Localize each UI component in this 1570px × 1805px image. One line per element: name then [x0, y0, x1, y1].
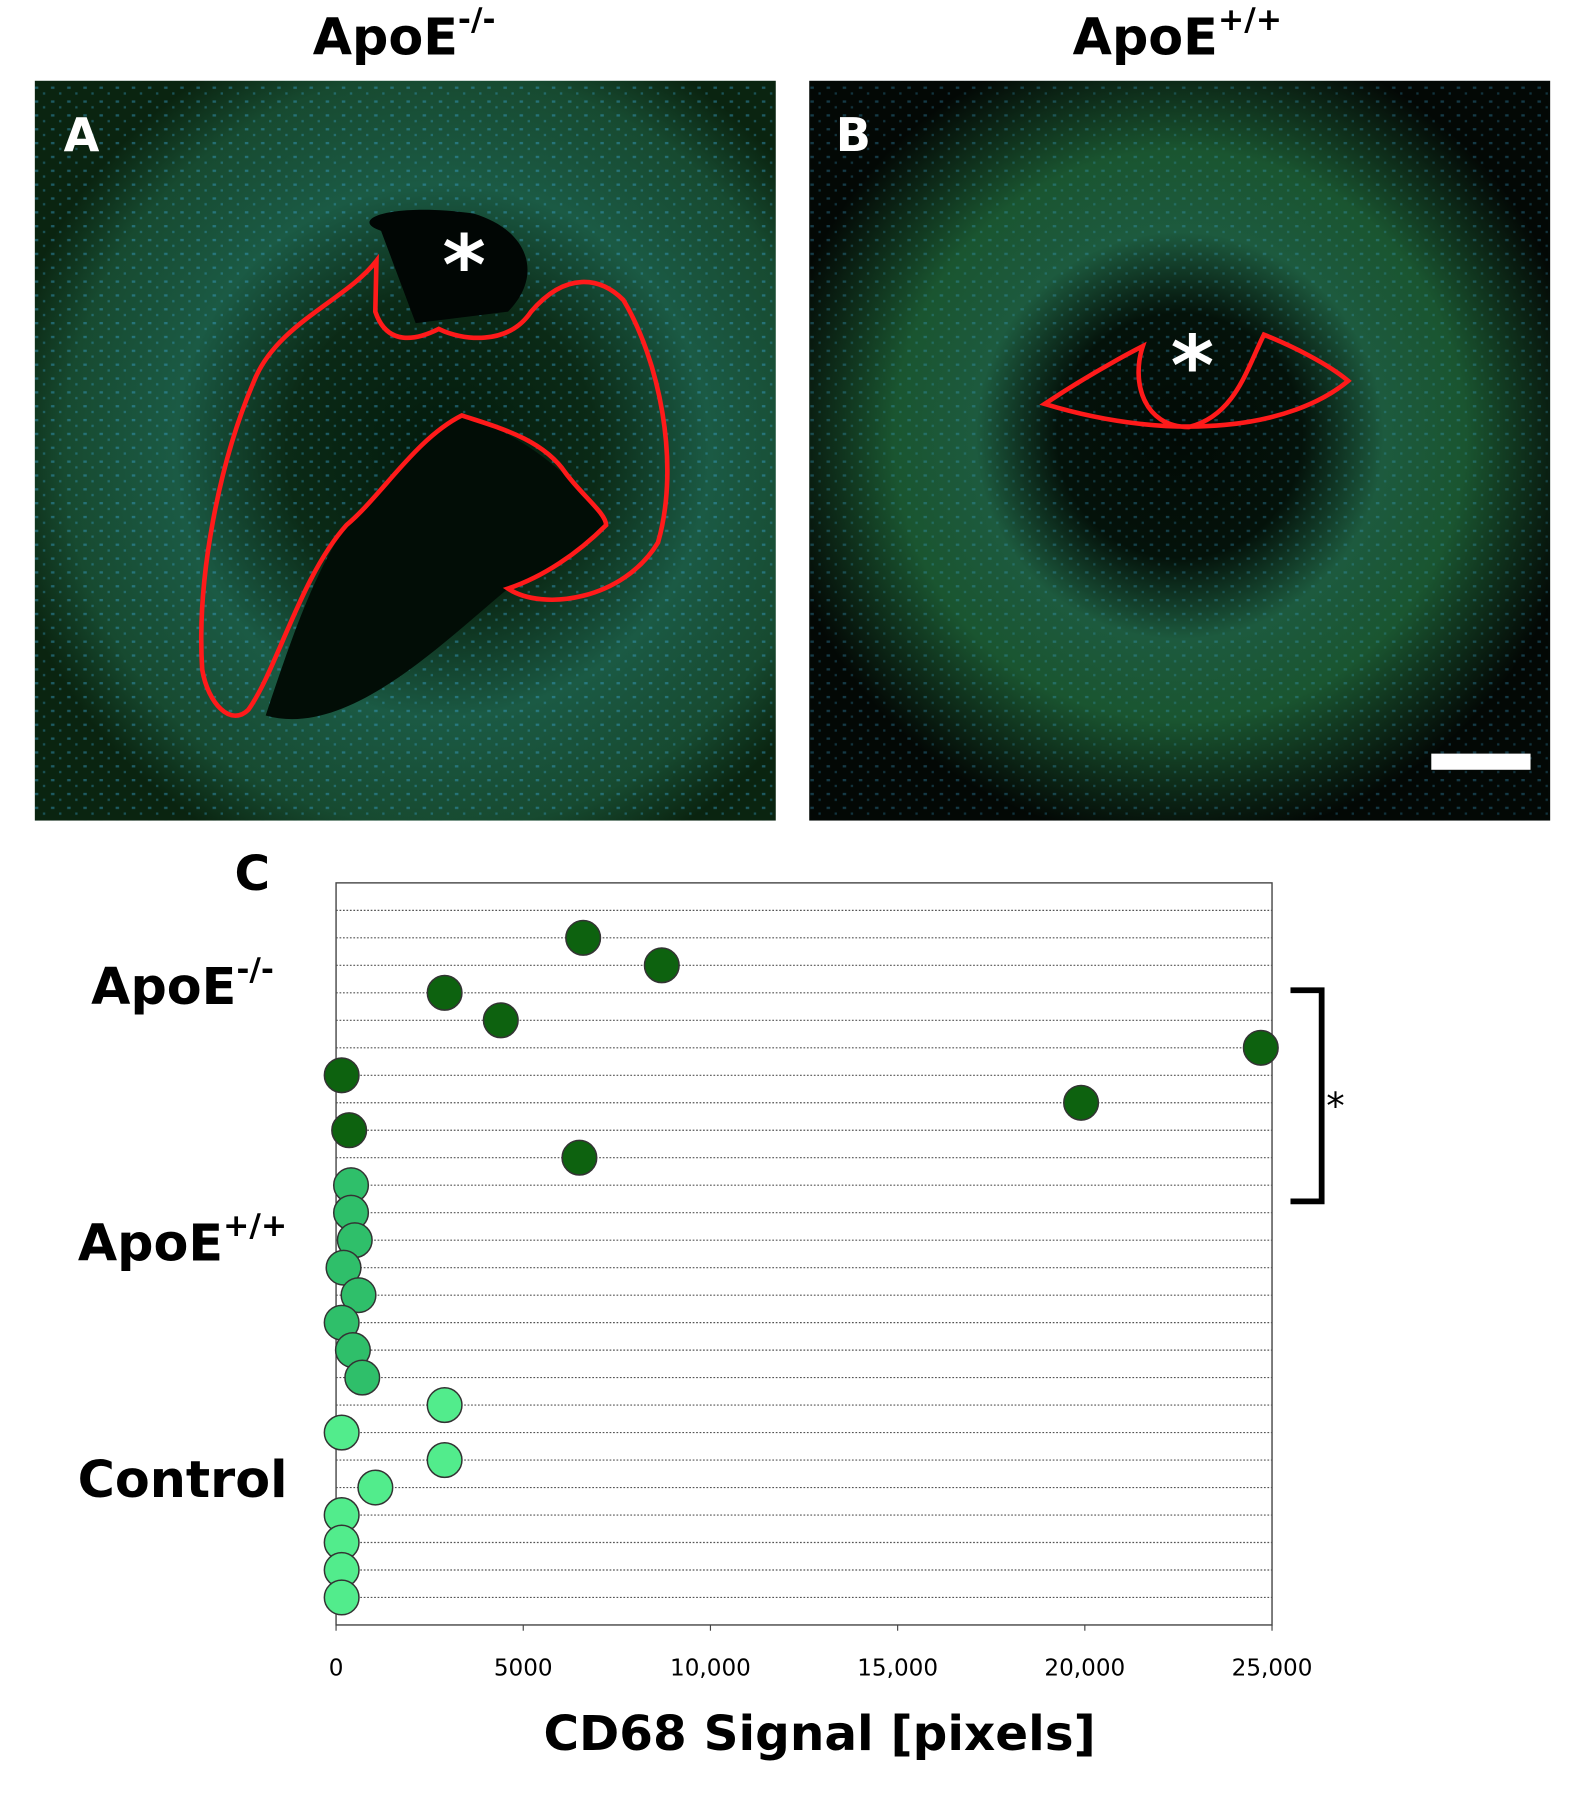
data-point: [1242, 1029, 1279, 1066]
data-point: [426, 1387, 463, 1424]
x-tick-label: 25,000: [1232, 1655, 1313, 1681]
panel-letter: B: [836, 108, 871, 162]
x-tick-label: 20,000: [1044, 1655, 1125, 1681]
x-tick-label: 15,000: [857, 1655, 938, 1681]
x-axis-title: CD68 Signal [pixels]: [543, 1706, 1095, 1762]
group-label: Control: [78, 1450, 288, 1509]
label-superscript: -/-: [458, 2, 496, 38]
label-base: ApoE: [1073, 7, 1218, 66]
plot-area: [335, 882, 1273, 1626]
panel-title: ApoE-/-: [313, 2, 496, 66]
data-point: [325, 1249, 362, 1286]
panel-title: ApoE+/+: [1073, 2, 1282, 66]
data-point: [323, 1414, 360, 1451]
x-tick-label: 0: [329, 1655, 344, 1681]
data-point: [323, 1579, 360, 1616]
lumen-marker: *: [1171, 318, 1214, 415]
data-point: [1063, 1084, 1100, 1121]
data-point: [561, 1139, 598, 1176]
group-label: ApoE-/-: [91, 952, 274, 1016]
label-superscript: +/+: [223, 1208, 287, 1244]
data-point: [426, 1441, 463, 1479]
data-point: [344, 1359, 381, 1396]
significance-bracket: [1290, 987, 1325, 1205]
significance-marker: *: [1326, 1084, 1344, 1127]
data-point: [482, 1002, 519, 1039]
panel-b-image: [809, 80, 1551, 821]
data-point: [426, 974, 463, 1011]
data-point: [565, 919, 602, 956]
label-base: ApoE: [78, 1213, 223, 1272]
label-base: ApoE: [313, 7, 458, 66]
group-label: ApoE+/+: [78, 1208, 287, 1272]
panel-letter: C: [234, 846, 270, 902]
x-tick-label: 5000: [494, 1655, 553, 1681]
data-point: [323, 1057, 360, 1094]
data-point: [340, 1277, 377, 1314]
data-point: [643, 947, 680, 984]
lumen-marker: *: [442, 217, 485, 314]
label-superscript: +/+: [1218, 2, 1282, 38]
panel-letter: A: [64, 108, 100, 162]
data-point: [357, 1469, 394, 1506]
x-tick-label: 10,000: [670, 1655, 751, 1681]
label-base: ApoE: [91, 957, 236, 1016]
label-superscript: -/-: [236, 952, 274, 988]
data-point: [331, 1112, 368, 1149]
panel-a-image: [34, 80, 776, 821]
